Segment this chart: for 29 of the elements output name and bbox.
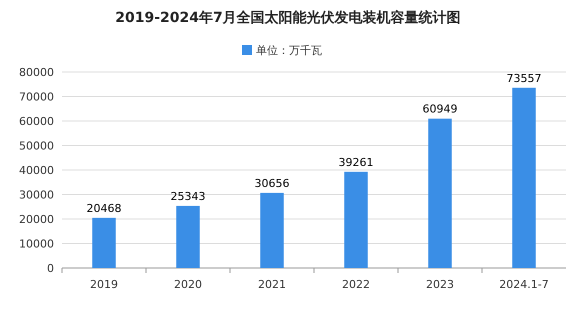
x-tick-label: 2023 — [426, 278, 454, 291]
x-tick-label: 2022 — [342, 278, 370, 291]
y-tick-label: 60000 — [19, 114, 54, 128]
data-label: 20468 — [86, 202, 122, 215]
bar — [344, 172, 368, 268]
x-tick-label: 2019 — [90, 278, 118, 291]
y-tick-label: 10000 — [19, 237, 54, 250]
x-tick-label: 2024.1-7 — [499, 278, 549, 291]
y-tick-label: 80000 — [19, 66, 54, 79]
y-tick-label: 40000 — [19, 164, 54, 177]
x-tick-label: 2020 — [174, 278, 202, 291]
legend-label: 单位：万千瓦 — [256, 44, 322, 57]
data-label: 25343 — [170, 190, 206, 203]
x-tick-label: 2021 — [258, 278, 286, 291]
data-label: 39261 — [338, 156, 374, 169]
chart-title: 2019-2024年7月全国太阳能光伏发电装机容量统计图 — [115, 9, 461, 26]
y-tick-label: 20000 — [19, 212, 54, 226]
bar — [512, 88, 536, 268]
data-label: 60949 — [422, 102, 458, 116]
y-tick-label: 50000 — [19, 139, 54, 152]
data-label: 30656 — [254, 176, 290, 190]
bar — [176, 206, 200, 268]
y-tick-label: 0 — [47, 262, 54, 275]
y-tick-label: 30000 — [19, 188, 54, 202]
data-label: 73557 — [506, 72, 542, 85]
bar — [260, 192, 284, 268]
y-tick-label: 70000 — [19, 90, 54, 104]
bar — [92, 218, 116, 268]
bar — [428, 118, 452, 268]
